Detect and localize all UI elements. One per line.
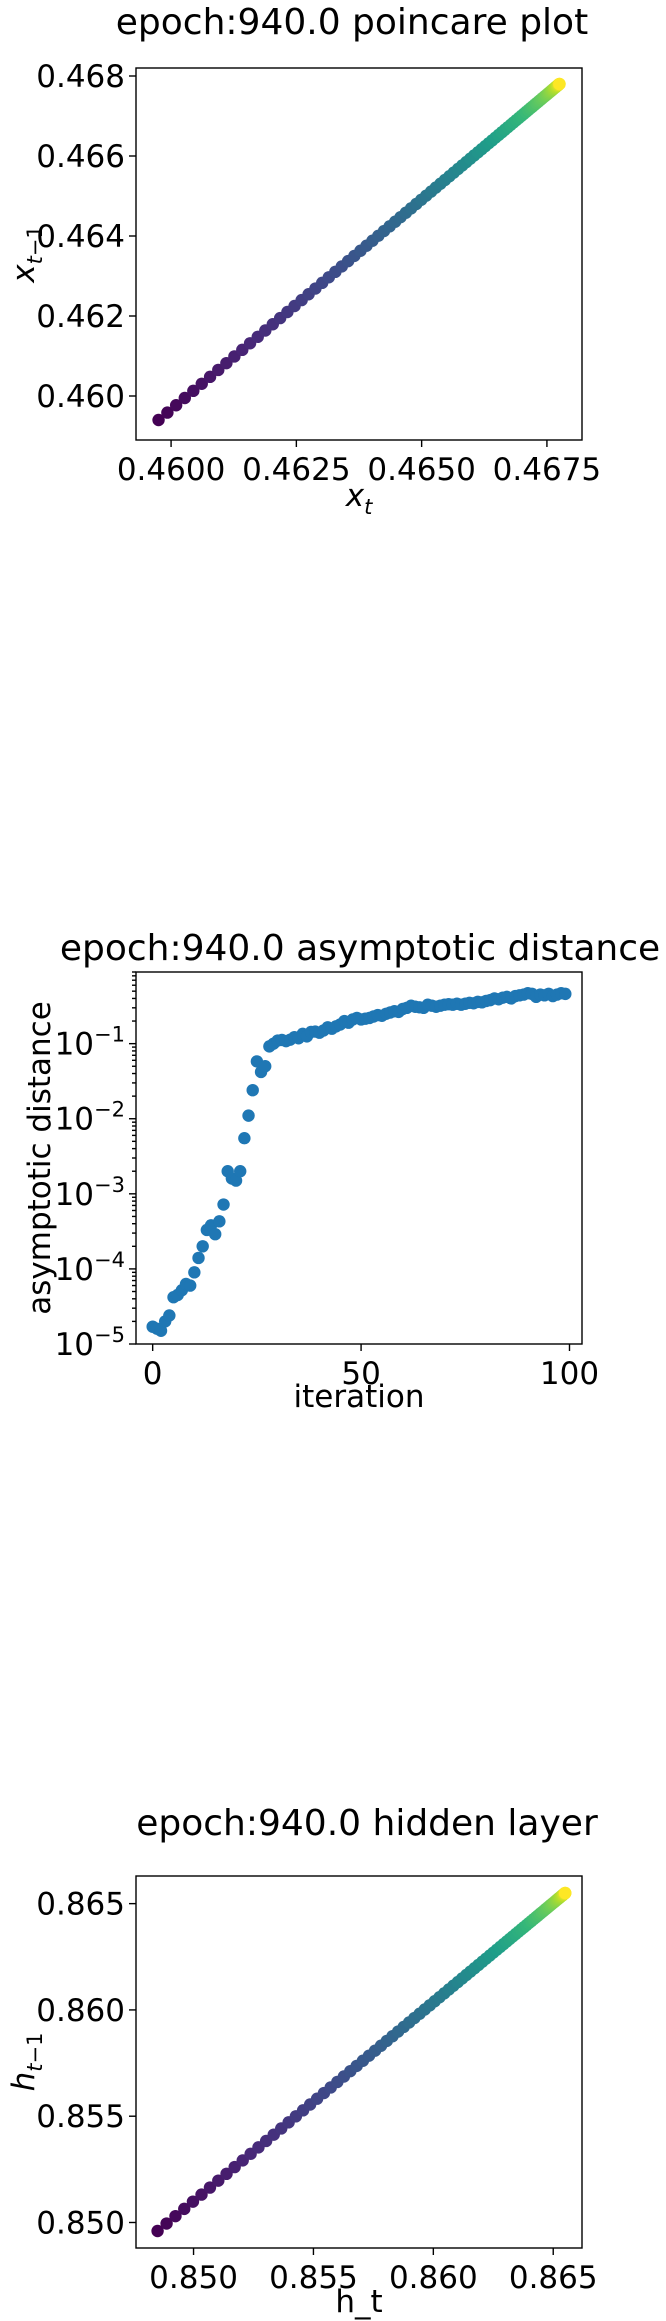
y-tick-exponent: −5 <box>94 1323 125 1347</box>
y-axis-label: ht−1 <box>6 2033 47 2092</box>
plot-frame <box>135 971 583 1345</box>
data-point <box>238 1132 251 1145</box>
y-tick-exponent: −2 <box>94 1098 125 1122</box>
x-tick-label: 0.4625 <box>242 452 350 488</box>
y-tick-label: 10−4 <box>55 1248 125 1288</box>
data-point <box>160 2217 173 2230</box>
data-point <box>186 2195 200 2208</box>
data-point <box>220 2167 233 2181</box>
y-tick-label: 0.462 <box>36 299 125 335</box>
data-points <box>151 1886 572 2238</box>
data-point <box>169 399 183 412</box>
x-tick-label: 0.860 <box>389 2260 478 2296</box>
y-tick-label: 0.468 <box>36 59 125 95</box>
data-point <box>217 1198 230 1211</box>
data-point <box>229 1174 243 1187</box>
asymptotic-distance-chart: epoch:940.0 asymptotic distance 0 50 100 1… <box>22 928 660 1415</box>
plot-frame <box>135 1875 583 2249</box>
poincare-plot-chart: epoch:940.0 poincare plot 0.4600 0.4625 0.… <box>6 2 601 519</box>
y-tick-label: 0.466 <box>36 139 125 175</box>
x-axis-ticks: 0.850 0.855 0.860 0.865 <box>149 2248 598 2296</box>
y-tick-base: 10 <box>55 1252 94 1288</box>
y-axis-ticks: 0.850 0.855 0.860 0.865 <box>36 1887 136 2241</box>
data-point <box>178 391 191 405</box>
y-tick-exponent: −3 <box>94 1173 125 1197</box>
y-tick-label: 10−1 <box>55 1023 125 1063</box>
chart-title: epoch:940.0 hidden layer <box>136 1803 598 1844</box>
data-point <box>188 1266 201 1279</box>
y-tick-exponent: −4 <box>94 1248 125 1272</box>
data-point <box>187 384 200 398</box>
data-point <box>242 1109 255 1122</box>
y-tick-exponent: −1 <box>94 1023 125 1047</box>
x-axis-ticks: 0.4600 0.4625 0.4650 0.4675 <box>117 440 601 488</box>
data-point <box>559 987 572 1001</box>
data-point <box>196 1240 209 1253</box>
y-tick-label: 0.460 <box>36 379 125 415</box>
data-point <box>151 2224 164 2238</box>
data-point <box>553 77 566 91</box>
data-point <box>154 1324 168 1337</box>
x-tick-label: 0.865 <box>509 2260 598 2296</box>
y-tick-base: 10 <box>55 1177 94 1213</box>
x-tick-label: 50 <box>341 1356 380 1392</box>
plot-frame <box>135 67 583 441</box>
data-point <box>152 413 165 427</box>
y-axis-label: asymptotic distance <box>22 1001 58 1315</box>
y-axis-ticks: 10−510−410−310−210−1 <box>55 971 136 1363</box>
data-point <box>212 2174 225 2187</box>
x-tick-label: 0 <box>143 1356 163 1392</box>
data-point <box>212 363 225 377</box>
x-tick-label: 0.850 <box>149 2260 238 2296</box>
data-point <box>178 2202 191 2216</box>
data-point <box>559 1886 572 1900</box>
y-tick-base: 10 <box>55 1102 94 1138</box>
x-axis-label: h_t <box>335 2284 382 2320</box>
data-point <box>195 377 208 390</box>
y-tick-base: 10 <box>55 1327 94 1363</box>
y-tick-label: 0.855 <box>36 2099 125 2135</box>
data-point <box>203 2181 217 2194</box>
data-point <box>246 1083 259 1097</box>
y-tick-label: 10−2 <box>55 1098 125 1138</box>
x-axis-label: iteration <box>294 1379 425 1415</box>
data-point <box>195 2188 208 2201</box>
x-tick-label: 100 <box>540 1356 599 1392</box>
data-point <box>208 1227 222 1241</box>
data-point <box>213 1215 226 1228</box>
y-tick-label: 10−3 <box>55 1173 125 1213</box>
y-tick-base: 10 <box>55 1027 94 1063</box>
y-tick-label: 0.860 <box>36 1993 125 2029</box>
chart-title: epoch:940.0 asymptotic distance <box>60 928 660 969</box>
data-points <box>152 77 566 427</box>
data-point <box>183 1279 197 1292</box>
y-tick-label: 10−5 <box>55 1323 125 1363</box>
x-tick-label: 0.855 <box>269 2260 358 2296</box>
y-axis-label: xt−1 <box>6 225 47 284</box>
y-tick-label: 0.850 <box>36 2205 125 2241</box>
y-tick-label: 0.464 <box>36 219 125 255</box>
data-point <box>163 1309 176 1322</box>
data-points <box>146 986 572 1337</box>
hidden-layer-chart: epoch:940.0 hidden layer 0.850 0.855 0.860… <box>6 1803 598 2320</box>
chart-title: epoch:940.0 poincare plot <box>116 2 588 43</box>
data-point <box>259 1060 272 1073</box>
y-tick-label: 0.865 <box>36 1887 125 1923</box>
x-tick-label: 0.4675 <box>493 452 601 488</box>
data-point <box>234 1165 247 1178</box>
x-axis-label: xt <box>345 478 373 519</box>
x-tick-label: 0.4600 <box>117 452 225 488</box>
x-tick-label: 0.4650 <box>367 452 475 488</box>
y-axis-ticks: 0.460 0.462 0.464 0.466 0.468 <box>36 59 136 415</box>
x-axis-ticks: 0 50 100 <box>143 1344 599 1392</box>
data-point <box>169 2209 182 2223</box>
data-point <box>192 1251 205 1265</box>
data-point <box>161 406 174 419</box>
data-point <box>203 370 217 384</box>
